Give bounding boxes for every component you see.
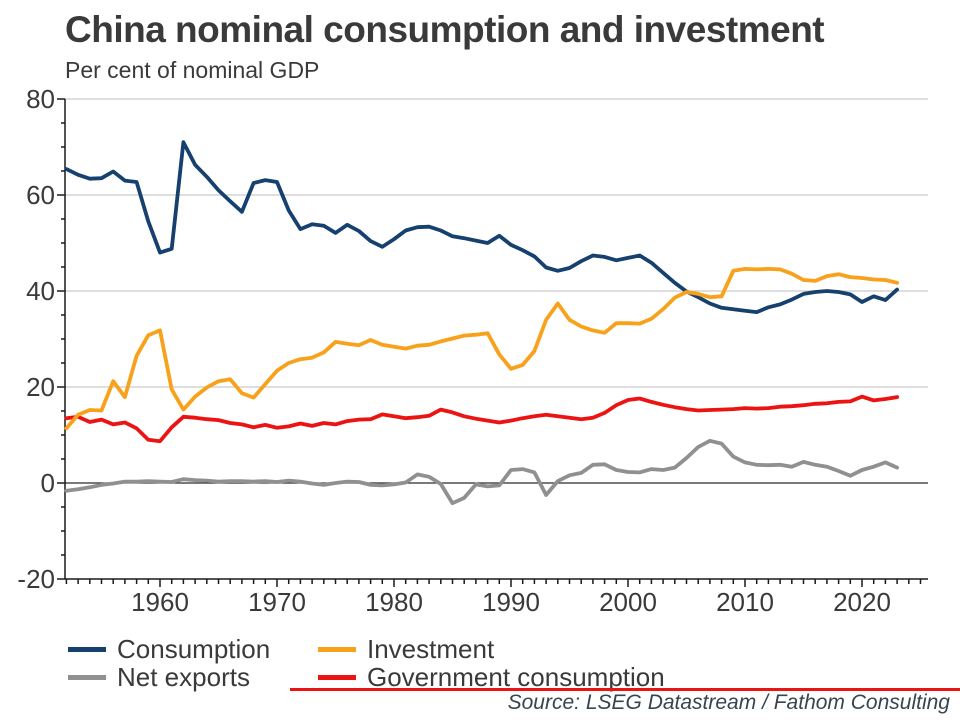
y-tick-label: 20 <box>26 372 55 402</box>
legend-label-consumption: Consumption <box>117 633 271 664</box>
legend-item-consumption: Consumption <box>68 633 318 664</box>
x-tick-label: 1980 <box>365 587 423 617</box>
legend-item-government-consumption: Government consumption <box>318 661 768 692</box>
legend-label-investment: Investment <box>367 633 495 664</box>
legend-item-net-exports: Net exports <box>68 661 318 692</box>
series-line-government-consumption <box>64 394 899 444</box>
y-tick-label: 60 <box>26 180 55 210</box>
legend-item-investment: Investment <box>318 633 768 664</box>
series-line-investment <box>64 266 899 431</box>
y-tick-label: 0 <box>41 468 55 498</box>
x-tick-label: 2000 <box>599 587 657 617</box>
investment-line-swatch <box>318 646 356 652</box>
source-credit: Source: LSEG Datastream / Fathom Consult… <box>507 691 950 714</box>
legend-label-net-exports: Net exports <box>117 661 250 692</box>
net-exports-line-swatch <box>68 674 106 680</box>
x-tick-label: 2020 <box>833 587 891 617</box>
x-tick-label: 1960 <box>131 587 189 617</box>
legend: Consumption Investment Net exports Gover… <box>68 633 768 692</box>
x-tick-label: 2010 <box>716 587 774 617</box>
chart-subtitle: Per cent of nominal GDP <box>65 57 320 83</box>
y-tick-label: -20 <box>17 564 55 594</box>
government-consumption-line-swatch <box>318 674 356 680</box>
x-tick-label: 1990 <box>482 587 540 617</box>
legend-label-government-consumption: Government consumption <box>367 661 665 692</box>
series-line-net-exports <box>64 438 899 506</box>
bottom-accent-rule <box>290 688 960 691</box>
consumption-line-swatch <box>68 646 106 652</box>
series-line-consumption <box>64 140 899 315</box>
y-tick-label: 80 <box>26 84 55 114</box>
x-tick-label: 1970 <box>248 587 306 617</box>
y-tick-label: 40 <box>26 276 55 306</box>
chart-title: China nominal consumption and investment <box>65 9 825 50</box>
